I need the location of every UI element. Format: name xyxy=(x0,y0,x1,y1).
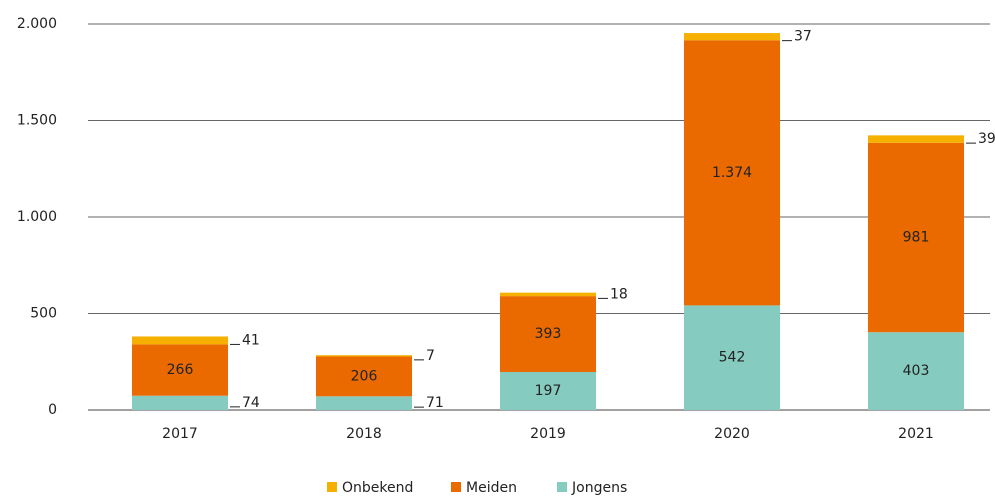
x-tick-label: 2018 xyxy=(346,426,382,442)
legend-swatch xyxy=(327,482,337,492)
bar-segment xyxy=(132,344,228,396)
bar-segment xyxy=(132,395,228,410)
y-tick-label: 0 xyxy=(48,402,57,418)
bar-segment xyxy=(316,356,412,397)
y-tick-label: 500 xyxy=(30,306,57,322)
bar-segment xyxy=(500,296,596,372)
data-label: 37 xyxy=(794,29,812,45)
bar-segment xyxy=(868,135,964,143)
legend-swatch xyxy=(451,482,461,492)
legend-label: Onbekend xyxy=(342,480,413,496)
x-tick-label: 2021 xyxy=(898,426,934,442)
y-tick-label: 1.500 xyxy=(17,113,57,129)
data-label: 7 xyxy=(426,348,435,364)
bar-segment xyxy=(316,396,412,410)
data-label: 41 xyxy=(242,332,260,348)
data-label: 71 xyxy=(426,395,444,411)
data-label: 197 xyxy=(535,383,562,399)
data-label: 206 xyxy=(351,368,378,384)
bar-segment xyxy=(500,292,596,297)
legend-swatch xyxy=(557,482,567,492)
x-tick-label: 2020 xyxy=(714,426,750,442)
y-tick-label: 1.000 xyxy=(17,209,57,225)
bar-segment xyxy=(500,371,596,410)
x-tick-label: 2017 xyxy=(162,426,198,442)
bar-segment xyxy=(316,355,412,357)
data-label: 1.374 xyxy=(712,165,752,181)
data-label: 39 xyxy=(978,131,995,147)
data-label: 266 xyxy=(167,362,194,378)
data-label: 393 xyxy=(535,326,562,342)
data-label: 403 xyxy=(903,363,930,379)
legend-label: Meiden xyxy=(466,480,517,496)
y-tick-label: 2.000 xyxy=(17,16,57,32)
bar-segment xyxy=(684,305,780,410)
data-label: 18 xyxy=(610,286,628,302)
bar-segment xyxy=(684,33,780,41)
bar-segment xyxy=(684,40,780,306)
x-tick-label: 2019 xyxy=(530,426,566,442)
data-label: 74 xyxy=(242,395,260,411)
bar-segment xyxy=(868,142,964,333)
data-label: 542 xyxy=(719,350,746,366)
data-label: 981 xyxy=(903,230,930,246)
legend-label: Jongens xyxy=(571,480,627,496)
bar-segment xyxy=(868,332,964,410)
bar-segment xyxy=(132,336,228,345)
